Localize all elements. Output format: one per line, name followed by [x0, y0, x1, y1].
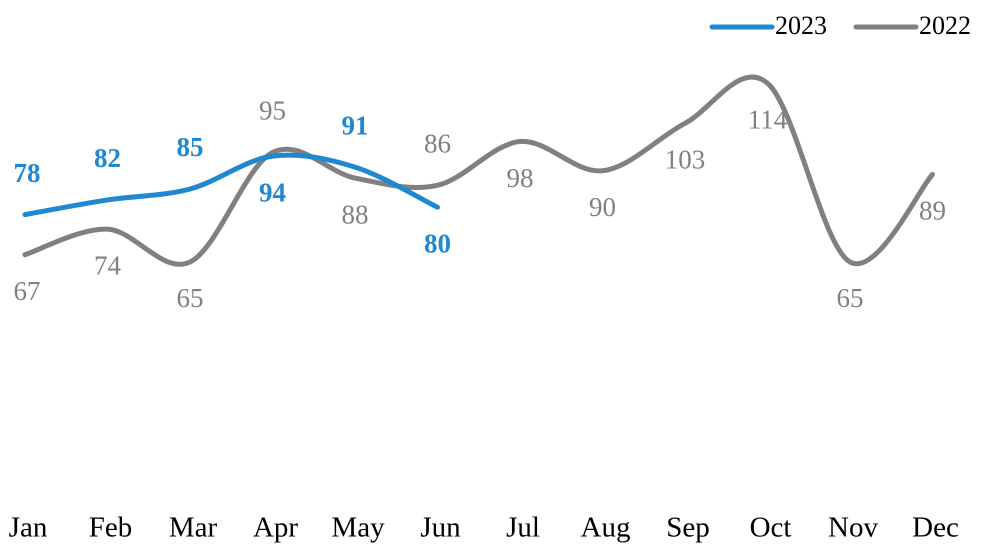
x-tick-label: Aug: [581, 512, 631, 544]
data-label: 80: [424, 228, 451, 258]
series-line: [22, 152, 440, 218]
x-tick-label: Oct: [750, 512, 792, 544]
data-label: 67: [14, 276, 41, 306]
x-tick-label: Apr: [253, 512, 298, 544]
data-label: 94: [259, 177, 286, 207]
data-label: 86: [424, 129, 451, 159]
data-label: 88: [342, 199, 369, 229]
series-line: [22, 74, 935, 267]
data-label: 90: [589, 192, 616, 222]
legend-label: 2022: [919, 11, 971, 40]
data-label: 114: [748, 104, 788, 134]
x-tick-label: Sep: [666, 512, 710, 544]
x-tick-label: May: [331, 512, 385, 544]
x-tick-label: Feb: [89, 512, 133, 544]
data-label: 98: [507, 163, 534, 193]
x-tick-label: Jan: [9, 512, 48, 544]
data-label: 85: [177, 132, 204, 162]
x-tick-label: Dec: [912, 512, 959, 544]
data-label: 82: [94, 143, 121, 173]
data-label: 65: [837, 283, 864, 313]
data-label: 65: [177, 283, 204, 313]
x-tick-label: Jul: [506, 512, 540, 544]
data-label: 95: [259, 96, 286, 126]
data-label: 89: [919, 196, 946, 226]
x-tick-label: Jun: [420, 512, 461, 544]
x-tick-label: Mar: [169, 512, 218, 544]
data-label: 78: [14, 158, 41, 188]
x-tick-label: Nov: [828, 512, 878, 544]
data-label: 74: [94, 250, 122, 280]
data-label: 103: [665, 145, 706, 175]
legend-label: 2023: [775, 11, 827, 40]
data-label: 91: [342, 110, 369, 140]
